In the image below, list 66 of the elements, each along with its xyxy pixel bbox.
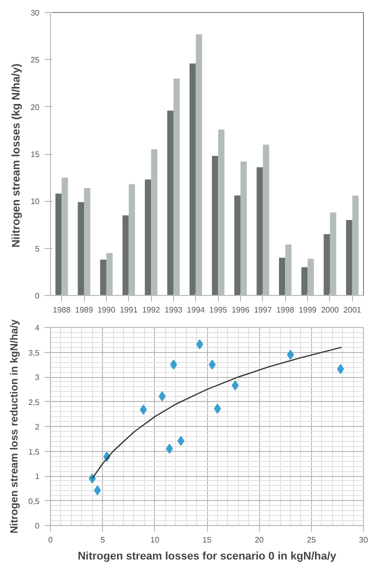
x-tick-label: 1994 [186, 306, 206, 314]
bar [324, 234, 330, 296]
point [170, 360, 178, 370]
point [208, 360, 216, 370]
x-tick-label: 30 [359, 536, 368, 544]
bar [167, 110, 174, 296]
point [232, 380, 239, 390]
x-tick-label: 0 [48, 536, 54, 544]
x-tick-label: 1997 [254, 306, 272, 314]
y-tick-label: 2,5 [28, 398, 40, 407]
x-tick-label: 10 [150, 536, 160, 544]
bar [190, 63, 196, 296]
y-tick-label: 20 [30, 102, 40, 112]
point [286, 350, 294, 360]
x-tick-label: 15 [202, 536, 212, 544]
y-tick-label: 3,5 [28, 348, 40, 358]
y-tick-label: 0 [35, 292, 40, 300]
point [158, 391, 166, 402]
bar [278, 258, 286, 296]
y-tick-label: 10 [30, 197, 40, 206]
y-axis-title: Nitrogen stream loss reduction in kgN/ha/y [8, 319, 20, 534]
x-tick-label: 20 [254, 536, 264, 544]
y-tick-label: 3 [35, 373, 40, 382]
bar [55, 194, 62, 296]
x-tick-label: 5 [100, 536, 106, 544]
x-axis-title: Nitrogen stream losses for scenario 0 in kgN/ha/y [78, 550, 338, 562]
bar [78, 202, 84, 296]
point [166, 444, 173, 454]
point [177, 436, 184, 446]
y-tick-label: 0,5 [28, 496, 40, 506]
y-tick-label: 1 [35, 472, 40, 481]
x-tick-label: 2001 [343, 306, 362, 314]
x-tick-label: 1993 [164, 306, 183, 314]
point [140, 404, 147, 415]
x-tick-label: 1991 [120, 306, 138, 314]
bar [234, 196, 241, 296]
x-tick-label: 1988 [52, 306, 72, 314]
x-tick-label: 1995 [209, 306, 228, 314]
x-tick-label: 2000 [321, 306, 340, 314]
x-tick-label: 1999 [298, 306, 318, 314]
y-tick-label: 30 [30, 8, 40, 18]
y-tick-label: 15 [30, 150, 40, 159]
bar [144, 179, 152, 296]
bar [346, 220, 352, 296]
bar [100, 260, 106, 296]
y-tick-label: 1,5 [28, 447, 40, 456]
bar [256, 167, 263, 296]
y-tick-label: 2 [35, 422, 40, 432]
x-tick-label: 1990 [97, 306, 116, 314]
y-axis-title: Niitrogen stream losses (kg N/ha/y) [10, 63, 23, 248]
y-tick-label: 25 [30, 56, 40, 65]
x-tick-label: 1996 [232, 306, 250, 314]
bar [212, 156, 218, 296]
x-tick-label: 1992 [142, 306, 161, 314]
point [337, 364, 344, 374]
y-tick-label: 0 [35, 522, 40, 530]
bar [301, 267, 308, 296]
x-tick-label: 1989 [75, 306, 94, 314]
point [196, 339, 204, 350]
bar [122, 215, 129, 296]
y-tick-label: 5 [35, 244, 40, 254]
point [94, 485, 101, 496]
y-tick-label: 4 [35, 324, 40, 332]
x-tick-label: 1998 [276, 306, 295, 314]
x-tick-label: 25 [306, 536, 316, 544]
point [214, 404, 221, 414]
